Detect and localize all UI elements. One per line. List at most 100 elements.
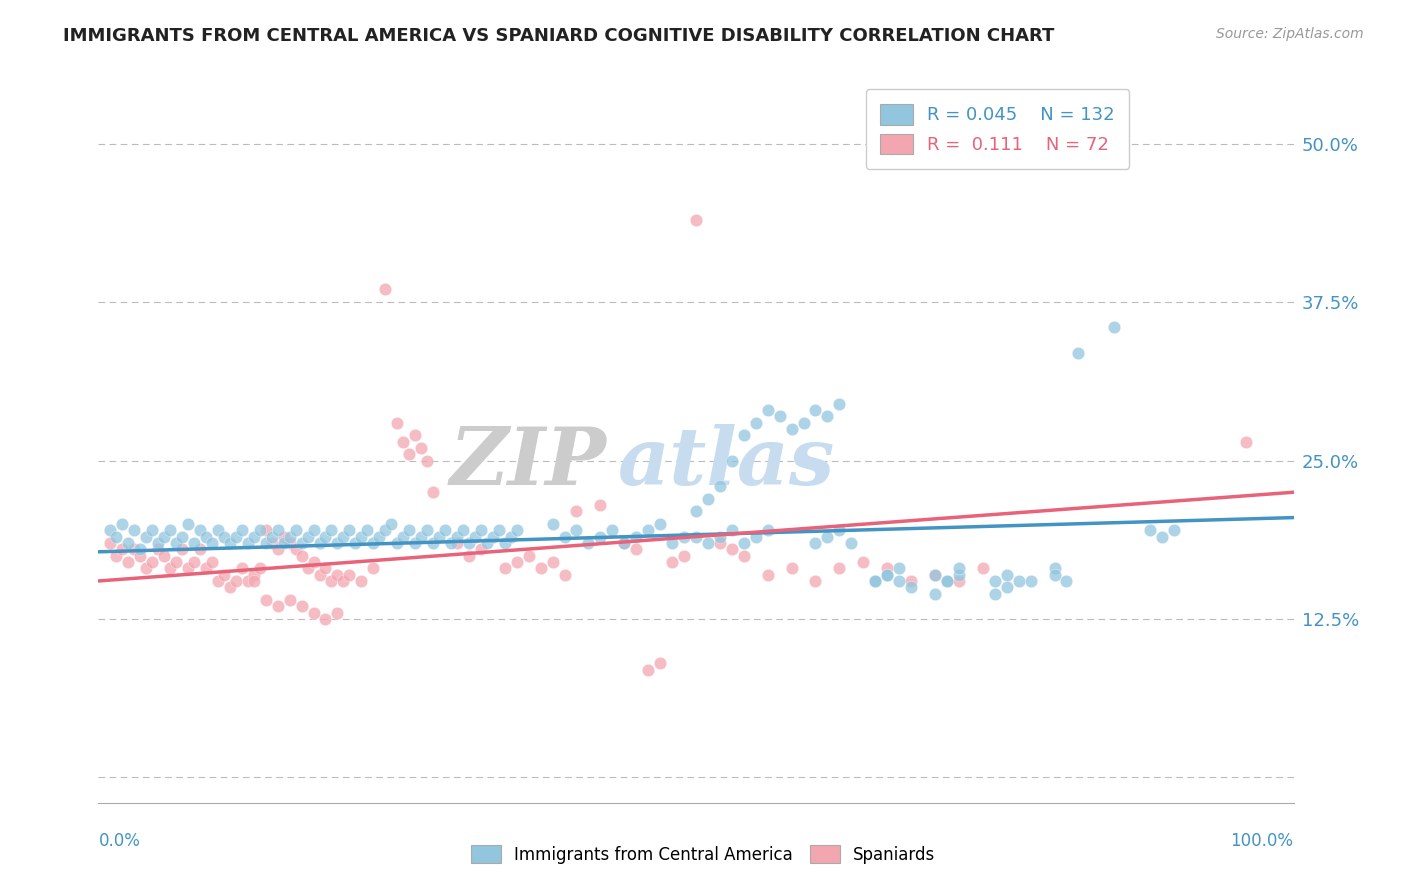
- Point: [148, 536, 170, 550]
- Point: [506, 555, 529, 569]
- Text: atlas: atlas: [619, 425, 835, 502]
- Point: [626, 542, 648, 557]
- Point: [243, 567, 266, 582]
- Point: [165, 536, 187, 550]
- Point: [201, 536, 224, 550]
- Point: [177, 516, 200, 531]
- Point: [291, 549, 314, 563]
- Point: [321, 574, 343, 588]
- Point: [350, 574, 373, 588]
- Point: [153, 549, 176, 563]
- Point: [506, 523, 529, 537]
- Point: [207, 523, 229, 537]
- Point: [111, 516, 134, 531]
- Point: [302, 606, 325, 620]
- Point: [411, 530, 433, 544]
- Point: [249, 561, 271, 575]
- Point: [451, 523, 474, 537]
- Point: [1152, 530, 1174, 544]
- Point: [948, 574, 970, 588]
- Point: [815, 530, 838, 544]
- Point: [499, 530, 522, 544]
- Point: [201, 555, 224, 569]
- Point: [243, 530, 266, 544]
- Point: [481, 530, 505, 544]
- Point: [302, 555, 325, 569]
- Point: [984, 587, 1007, 601]
- Point: [554, 530, 576, 544]
- Text: 0.0%: 0.0%: [98, 832, 141, 850]
- Point: [924, 567, 946, 582]
- Point: [458, 549, 481, 563]
- Point: [141, 523, 163, 537]
- Point: [948, 561, 970, 575]
- Point: [733, 536, 755, 550]
- Point: [626, 530, 648, 544]
- Point: [1043, 567, 1066, 582]
- Point: [231, 523, 253, 537]
- Point: [422, 536, 444, 550]
- Point: [374, 282, 396, 296]
- Point: [709, 530, 731, 544]
- Point: [159, 523, 181, 537]
- Point: [475, 536, 498, 550]
- Point: [231, 561, 253, 575]
- Point: [1067, 346, 1090, 360]
- Point: [321, 523, 343, 537]
- Point: [326, 536, 349, 550]
- Point: [697, 536, 720, 550]
- Point: [315, 612, 337, 626]
- Point: [464, 530, 486, 544]
- Point: [768, 409, 790, 424]
- Point: [936, 574, 959, 588]
- Point: [236, 536, 259, 550]
- Point: [225, 530, 247, 544]
- Point: [165, 555, 187, 569]
- Point: [458, 536, 481, 550]
- Point: [416, 523, 439, 537]
- Point: [356, 523, 378, 537]
- Point: [804, 574, 827, 588]
- Point: [637, 523, 659, 537]
- Point: [446, 536, 468, 550]
- Point: [865, 574, 887, 588]
- Point: [685, 212, 707, 227]
- Point: [756, 523, 779, 537]
- Point: [876, 561, 898, 575]
- Point: [326, 606, 349, 620]
- Point: [297, 530, 319, 544]
- Point: [385, 536, 409, 550]
- Point: [195, 530, 218, 544]
- Point: [745, 530, 768, 544]
- Point: [344, 536, 367, 550]
- Point: [308, 567, 330, 582]
- Point: [470, 542, 492, 557]
- Text: IMMIGRANTS FROM CENTRAL AMERICA VS SPANIARD COGNITIVE DISABILITY CORRELATION CHA: IMMIGRANTS FROM CENTRAL AMERICA VS SPANI…: [63, 27, 1054, 45]
- Point: [212, 567, 235, 582]
- Point: [446, 530, 468, 544]
- Point: [284, 523, 307, 537]
- Point: [195, 561, 218, 575]
- Point: [1043, 561, 1066, 575]
- Point: [1139, 523, 1161, 537]
- Point: [392, 530, 415, 544]
- Point: [129, 542, 152, 557]
- Point: [398, 447, 420, 461]
- Point: [273, 530, 295, 544]
- Point: [613, 536, 636, 550]
- Point: [733, 549, 755, 563]
- Point: [254, 523, 277, 537]
- Point: [876, 567, 898, 582]
- Point: [254, 593, 277, 607]
- Point: [260, 536, 283, 550]
- Point: [212, 530, 235, 544]
- Point: [308, 536, 330, 550]
- Point: [1234, 434, 1257, 449]
- Point: [422, 485, 444, 500]
- Point: [219, 536, 242, 550]
- Point: [756, 567, 779, 582]
- Point: [135, 561, 157, 575]
- Point: [530, 561, 553, 575]
- Point: [889, 574, 911, 588]
- Point: [815, 409, 838, 424]
